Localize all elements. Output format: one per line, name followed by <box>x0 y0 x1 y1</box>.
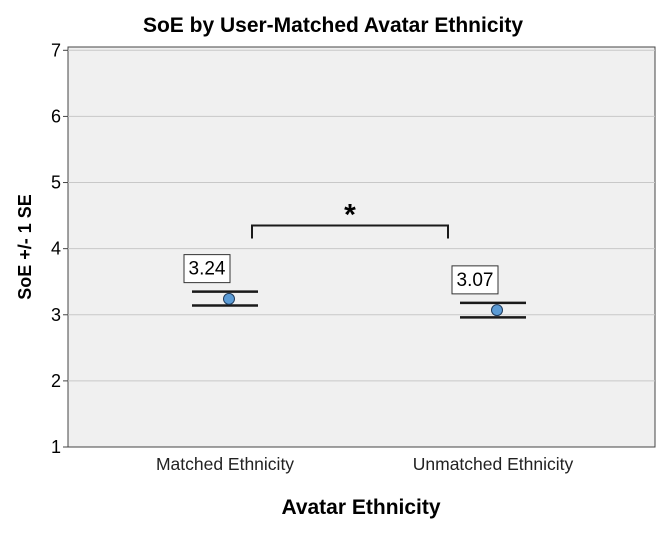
x-category-label: Matched Ethnicity <box>156 454 294 474</box>
data-label: 3.24 <box>189 259 226 280</box>
data-label-box <box>183 254 231 284</box>
chart-title: SoE by User-Matched Avatar Ethnicity <box>143 14 523 37</box>
x-axis-label: Avatar Ethnicity <box>281 496 440 519</box>
y-tick-label: 3 <box>51 305 61 325</box>
y-axis-label: SoE +/- 1 SE <box>15 194 35 300</box>
y-tick-label: 1 <box>51 437 61 457</box>
y-tick-label: 4 <box>51 239 61 259</box>
x-category-label: Unmatched Ethnicity <box>413 454 574 474</box>
y-tick-label: 5 <box>51 173 61 193</box>
significance-bracket <box>251 224 449 239</box>
data-label: 3.07 <box>457 270 494 291</box>
plot-background <box>67 46 656 448</box>
plot-area: 1 2 3 4 5 6 7 3.24 3.07 * <box>51 40 656 457</box>
data-label-box <box>451 265 499 295</box>
mean-point <box>491 304 503 317</box>
y-tick-label: 7 <box>51 40 61 60</box>
y-axis-ticks: 1 2 3 4 5 6 7 <box>51 40 68 457</box>
x-axis-categories: Matched Ethnicity Unmatched Ethnicity <box>156 454 574 474</box>
y-tick-label: 6 <box>51 106 61 126</box>
mean-point <box>223 292 235 305</box>
gridlines <box>68 49 655 382</box>
significance-marker: * <box>344 199 356 232</box>
data-marks: 3.24 3.07 * <box>183 199 526 319</box>
y-tick-label: 2 <box>51 371 61 391</box>
